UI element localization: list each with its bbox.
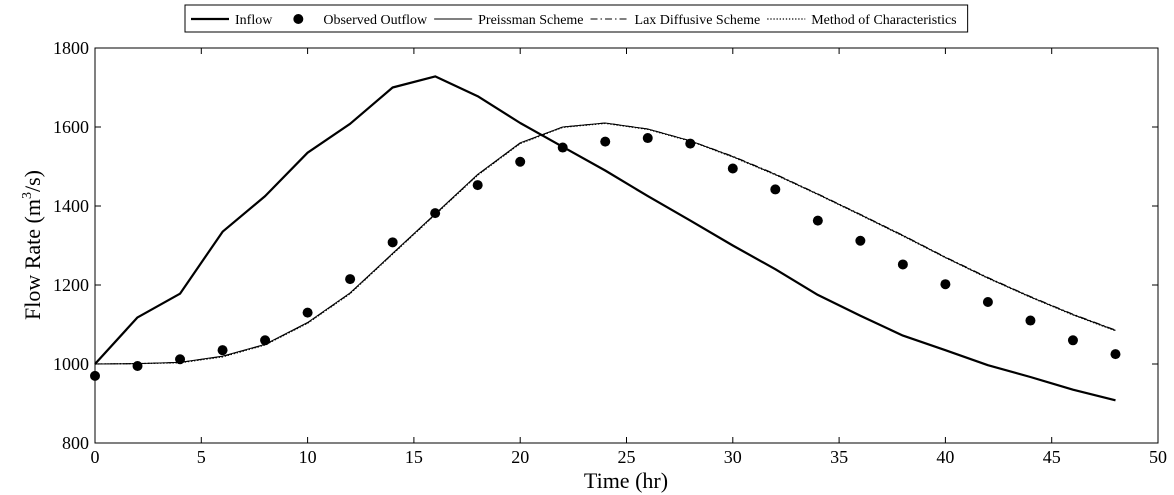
observed-outflow-point	[1067, 335, 1078, 346]
y-tick-label: 1200	[53, 275, 89, 295]
y-tick-label: 1800	[53, 38, 89, 58]
x-tick-label: 40	[936, 447, 954, 467]
observed-outflow-point	[940, 279, 951, 290]
y-axis-label: Flow Rate (m3/s)	[20, 170, 45, 320]
observed-outflow-point	[1110, 349, 1121, 360]
observed-outflow-point	[302, 307, 313, 318]
observed-outflow-point	[897, 259, 908, 270]
observed-outflow-point	[1025, 315, 1036, 326]
y-axis-label-end: /s)	[20, 170, 45, 192]
observed-outflow-point	[982, 296, 993, 307]
x-tick-label: 5	[197, 447, 206, 467]
observed-outflow-point	[812, 215, 823, 226]
x-tick-label: 10	[299, 447, 317, 467]
observed-outflow-point	[642, 133, 653, 144]
x-tick-label: 25	[618, 447, 636, 467]
observed-outflow-point	[600, 136, 611, 147]
legend: Inflow Observed Outflow Preissman Scheme La…	[184, 4, 969, 33]
legend-label-inflow: Inflow	[235, 13, 273, 28]
observed-outflow-point	[515, 156, 526, 167]
observed-outflow-point	[727, 163, 738, 174]
y-tick-label: 1400	[53, 196, 89, 216]
observed-outflow-point	[345, 274, 356, 285]
observed-outflow-point	[685, 138, 696, 149]
observed-outflow-point	[557, 142, 568, 153]
legend-swatch-observed-outflow	[293, 14, 304, 24]
observed-outflow-point	[855, 235, 866, 246]
observed-outflow-point	[472, 180, 483, 191]
legend-label-lax-diffusive-scheme: Lax Diffusive Scheme	[635, 13, 761, 28]
x-tick-label: 50	[1149, 447, 1167, 467]
observed-outflow-point	[132, 360, 143, 371]
lax-diffusive-scheme-line	[94, 122, 1116, 365]
x-tick-label: 20	[511, 447, 529, 467]
x-tick-label: 0	[91, 447, 100, 467]
observed-outflow-point	[387, 237, 398, 248]
y-tick-label: 800	[62, 433, 89, 453]
y-axis-label-main: Flow Rate (m	[20, 199, 45, 320]
observed-outflow-point	[90, 370, 100, 381]
x-tick-label: 15	[405, 447, 423, 467]
y-tick-label: 1600	[53, 117, 89, 137]
y-tick-label: 1000	[53, 354, 89, 374]
y-axis-label-superscript: 3	[20, 192, 35, 199]
preissman-scheme-line	[94, 122, 1116, 365]
legend-label-method-of-characteristics: Method of Characteristics	[811, 13, 956, 28]
observed-outflow-point	[770, 184, 781, 195]
observed-outflow-point	[217, 345, 228, 356]
series-layer	[90, 75, 1121, 402]
inflow-line	[94, 75, 1116, 402]
method-of-characteristics-line	[94, 122, 1116, 365]
plot-area-frame	[94, 47, 1159, 444]
legend-label-preissman-scheme: Preissman Scheme	[478, 13, 583, 28]
legend-box	[184, 4, 969, 33]
x-axis-label: Time (hr)	[584, 468, 668, 493]
legend-label-observed-outflow: Observed Outflow	[323, 13, 428, 28]
axis-ticks: 0 5 10 15 20 25 30 35 40 45 50 800 1000 1200 1400 1600 1…	[53, 38, 1167, 467]
x-tick-label: 35	[830, 447, 848, 467]
x-tick-label: 30	[724, 447, 742, 467]
x-tick-label: 45	[1043, 447, 1061, 467]
